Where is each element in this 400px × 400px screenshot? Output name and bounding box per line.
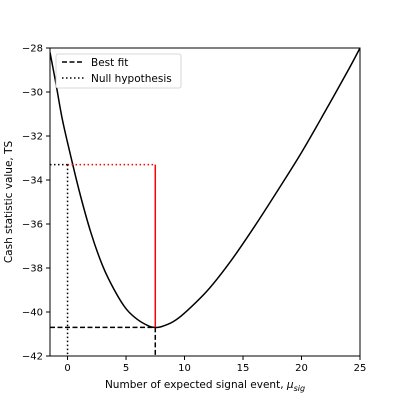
- x-axis-label-sub: sig: [294, 384, 305, 393]
- y-tick-label: −36: [22, 220, 43, 231]
- x-tick-label: 5: [123, 363, 129, 374]
- legend-null-hypothesis-label: Null hypothesis: [91, 73, 172, 85]
- x-axis-label-text: Number of expected signal event,: [105, 379, 287, 391]
- x-tick-label: 20: [295, 363, 308, 374]
- plot-area: [50, 48, 360, 356]
- y-tick-label: −32: [22, 132, 43, 143]
- series-curve-0: [50, 48, 360, 329]
- y-axis-label: Cash statistic value, TS: [3, 141, 15, 264]
- y-tick-label: −40: [22, 308, 43, 319]
- y-tick-label: −28: [22, 44, 43, 55]
- legend-best-fit-label: Best fit: [91, 57, 128, 69]
- y-tick-label: −42: [22, 352, 43, 363]
- x-axis-label: Number of expected signal event, μsig: [105, 379, 305, 393]
- x-tick-label: 0: [64, 363, 70, 374]
- x-tick-label: 15: [237, 363, 250, 374]
- x-tick-label: 25: [354, 363, 367, 374]
- legend: Best fit Null hypothesis: [55, 53, 182, 89]
- y-tick-label: −38: [22, 264, 43, 275]
- x-axis-label-mu: μ: [286, 379, 294, 391]
- axis-ticks: 0 5 10 15 20 25 −42 −40 −38 −36 −34 −32 −30 −28: [22, 44, 366, 375]
- x-tick-label: 10: [178, 363, 191, 374]
- y-tick-label: −34: [22, 176, 43, 187]
- axes-frame: [49, 47, 361, 357]
- legend-box: [55, 53, 182, 89]
- y-tick-label: −30: [22, 88, 43, 99]
